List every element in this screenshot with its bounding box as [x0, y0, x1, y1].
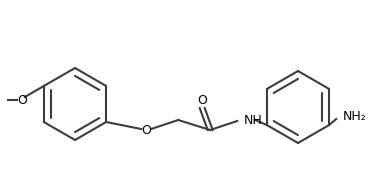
- Text: O: O: [17, 94, 27, 106]
- Text: NH: NH: [244, 114, 263, 126]
- Text: O: O: [141, 123, 151, 136]
- Text: O: O: [197, 94, 207, 106]
- Text: NH₂: NH₂: [343, 111, 367, 123]
